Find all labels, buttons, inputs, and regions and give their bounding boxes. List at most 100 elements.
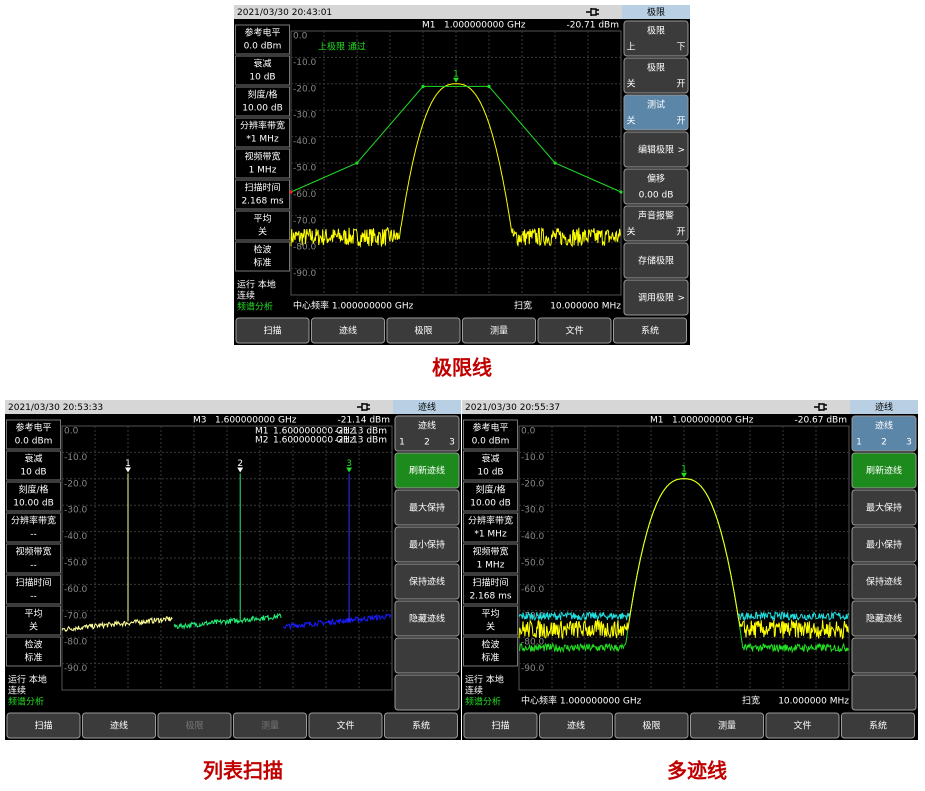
status-bar <box>5 400 393 414</box>
marker-number: 2 <box>237 459 243 469</box>
bottom-button-label: 扫描 <box>491 720 509 732</box>
param-value: *1 MHz <box>474 530 507 540</box>
softkey-label: 迹线 <box>875 420 893 432</box>
param-label: 检波 <box>481 639 499 651</box>
softkey[interactable] <box>394 637 460 674</box>
limit-point <box>619 190 623 194</box>
param-value: 标准 <box>24 652 42 664</box>
bottom-button[interactable] <box>765 712 840 739</box>
bottom-button[interactable] <box>690 712 764 739</box>
softkey[interactable] <box>851 600 917 637</box>
run-state: 运行 本地 <box>8 674 47 686</box>
center-frequency: 中心频率 1.000000000 GHz <box>521 695 642 707</box>
softkey-option: 上 <box>626 42 635 53</box>
softkey[interactable] <box>623 279 689 316</box>
bottom-button-label: 系统 <box>869 720 887 732</box>
param-value: 10 dB <box>20 468 46 478</box>
run-state: 频谱分析 <box>237 301 273 313</box>
marker-table-cell: M1 <box>255 427 269 437</box>
softkey[interactable] <box>394 526 460 563</box>
param-box <box>463 574 518 605</box>
param-label: 检波 <box>24 639 42 651</box>
softkey[interactable] <box>623 20 689 57</box>
bottom-button[interactable] <box>613 317 687 344</box>
softkey[interactable] <box>623 94 689 131</box>
menu-title-bar <box>850 400 918 414</box>
param-value: 0.0 dBm <box>472 437 510 447</box>
softkey-option: 下 <box>676 43 685 53</box>
param-box <box>6 574 61 605</box>
y-label: 0.0 <box>293 32 308 42</box>
param-label: 视频带宽 <box>244 151 280 163</box>
list-segment <box>282 612 392 631</box>
softkey[interactable] <box>394 489 460 526</box>
marker-number: 3 <box>346 459 352 469</box>
softkey[interactable] <box>851 489 917 526</box>
param-label: 平均 <box>24 608 42 620</box>
marker-triangle <box>346 467 353 473</box>
bottom-button-label: 测量 <box>490 326 508 337</box>
softkey[interactable] <box>623 168 689 205</box>
softkey-label: 极限 <box>647 62 665 74</box>
y-label: -80.0 <box>64 638 88 648</box>
bottom-button[interactable] <box>537 317 612 344</box>
softkey[interactable] <box>851 415 917 452</box>
bottom-button[interactable] <box>82 712 156 739</box>
marker-level: -20.67 dBm <box>794 416 847 426</box>
bottom-button-label: 测量 <box>718 721 736 732</box>
softkey[interactable] <box>851 674 917 711</box>
softkey[interactable] <box>394 600 460 637</box>
param-box <box>6 512 61 543</box>
bottom-button[interactable] <box>841 712 915 739</box>
softkey[interactable] <box>851 526 917 563</box>
param-label: 衰减 <box>481 453 499 465</box>
param-box <box>235 179 290 210</box>
softkey[interactable] <box>623 131 689 168</box>
softkey[interactable] <box>394 452 460 489</box>
bottom-button[interactable] <box>462 317 536 344</box>
param-box <box>235 24 290 55</box>
marker-triangle <box>125 467 131 473</box>
param-value: 关 <box>486 621 495 633</box>
y-label: -10.0 <box>293 58 317 68</box>
center-frequency: 中心频率 1.000000000 GHz <box>293 300 414 312</box>
bottom-button[interactable] <box>311 317 385 344</box>
marker-table-cell: 1.600000000 GHz <box>273 427 355 437</box>
softkey-option: 关 <box>626 115 635 127</box>
bottom-button[interactable] <box>539 712 613 739</box>
param-label: 刻度/格 <box>247 89 277 101</box>
param-box <box>6 543 61 574</box>
bottom-button[interactable] <box>386 317 461 344</box>
softkey[interactable] <box>623 205 689 242</box>
softkey[interactable] <box>394 415 460 452</box>
softkey[interactable] <box>623 242 689 279</box>
bottom-button[interactable] <box>308 712 383 739</box>
softkey[interactable] <box>851 452 917 489</box>
param-box <box>235 210 290 241</box>
softkey[interactable] <box>851 637 917 674</box>
bottom-button[interactable] <box>463 712 538 739</box>
y-label: -10.0 <box>64 453 88 463</box>
y-label: -20.0 <box>521 479 545 489</box>
param-box <box>463 605 518 636</box>
marker-number: 1 <box>453 69 459 79</box>
param-label: 视频带宽 <box>15 546 51 558</box>
softkey[interactable] <box>394 563 460 600</box>
bottom-button[interactable] <box>384 712 458 739</box>
y-label: 0.0 <box>64 427 79 437</box>
marker-freq: 1.600000000 GHz <box>215 416 297 426</box>
bottom-button[interactable] <box>614 712 689 739</box>
softkey[interactable] <box>851 563 917 600</box>
bottom-button[interactable] <box>235 317 310 344</box>
param-label: 扫描时间 <box>244 182 280 194</box>
softkey-option: 3 <box>906 438 912 448</box>
softkey[interactable] <box>623 57 689 94</box>
softkey[interactable] <box>394 674 460 711</box>
param-value: 2.168 ms <box>469 592 511 602</box>
param-label: 刻度/格 <box>18 484 48 496</box>
param-value: -- <box>30 530 37 540</box>
param-value: -- <box>30 592 37 602</box>
y-label: -60.0 <box>293 190 317 200</box>
bottom-button[interactable] <box>6 712 81 739</box>
